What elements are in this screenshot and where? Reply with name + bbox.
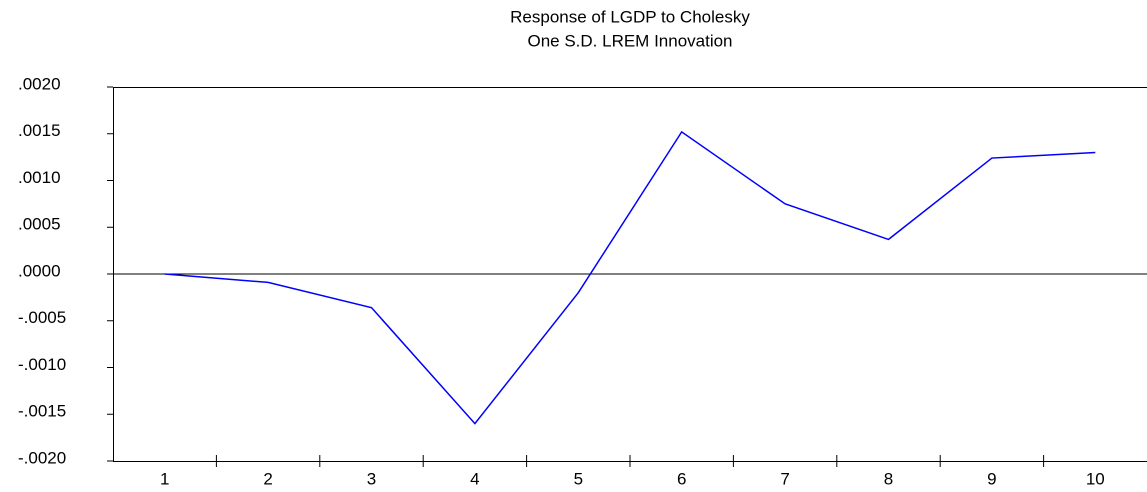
y-tick-label: -.0020 [18,448,66,467]
y-tick-label: .0020 [18,74,61,93]
x-tick-label: 2 [263,469,272,488]
x-tick-label: 1 [160,469,169,488]
y-tick-label: .0000 [18,261,61,280]
line-series [164,130,1096,425]
x-tick-label: 6 [677,469,686,488]
x-tick-label: 3 [367,469,376,488]
y-tick-label: .0015 [18,121,61,140]
x-tick-label: 8 [884,469,893,488]
y-tick-label: .0010 [18,168,61,187]
x-tick-label: 7 [780,469,789,488]
x-tick-label: 10 [1086,469,1105,488]
x-tick-label: 9 [987,469,996,488]
y-tick-label: .0005 [18,215,61,234]
x-tick-label: 4 [470,469,479,488]
y-tick-label: -.0015 [18,402,66,421]
chart-title: One S.D. LREM Innovation [527,31,732,50]
chart-title: Response of LGDP to Cholesky [510,7,750,26]
y-tick-label: -.0010 [18,355,66,374]
y-tick-label: -.0005 [18,308,66,327]
x-tick-label: 5 [574,469,583,488]
